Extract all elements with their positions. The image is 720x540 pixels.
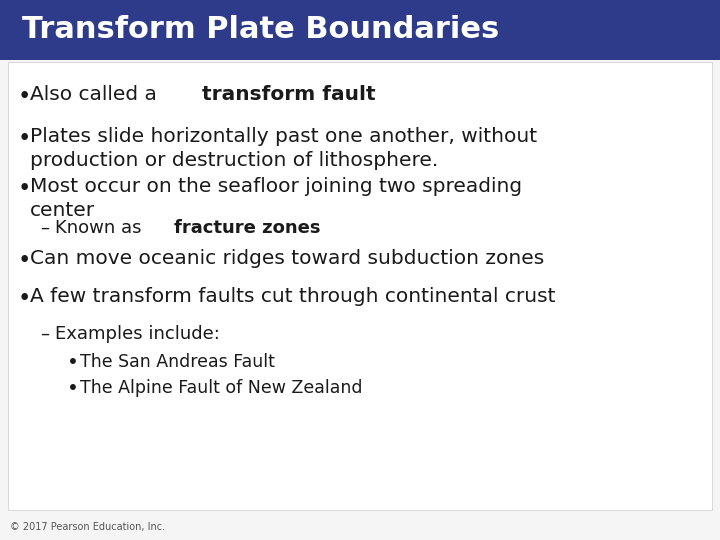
- Text: •: •: [18, 287, 32, 310]
- Text: –: –: [40, 219, 49, 237]
- Text: transform fault: transform fault: [202, 85, 376, 104]
- Text: Also called a: Also called a: [30, 85, 163, 104]
- Text: –: –: [40, 325, 49, 343]
- Text: •: •: [18, 85, 32, 108]
- Text: Known as: Known as: [55, 219, 148, 237]
- Text: •: •: [18, 249, 32, 272]
- Text: fracture zones: fracture zones: [174, 219, 320, 237]
- Text: Transform Plate Boundaries: Transform Plate Boundaries: [22, 16, 499, 44]
- FancyBboxPatch shape: [0, 0, 720, 60]
- Text: Most occur on the seafloor joining two spreading
center: Most occur on the seafloor joining two s…: [30, 177, 522, 219]
- Text: The Alpine Fault of New Zealand: The Alpine Fault of New Zealand: [80, 379, 362, 397]
- FancyBboxPatch shape: [8, 62, 712, 510]
- Text: Can move oceanic ridges toward subduction zones: Can move oceanic ridges toward subductio…: [30, 249, 544, 268]
- Text: The San Andreas Fault: The San Andreas Fault: [80, 353, 275, 371]
- Text: •: •: [18, 177, 32, 200]
- Text: •: •: [67, 353, 79, 372]
- Text: © 2017 Pearson Education, Inc.: © 2017 Pearson Education, Inc.: [10, 522, 165, 532]
- Text: •: •: [18, 127, 32, 150]
- Text: •: •: [67, 379, 79, 398]
- Text: Examples include:: Examples include:: [55, 325, 220, 343]
- Text: Plates slide horizontally past one another, without
production or destruction of: Plates slide horizontally past one anoth…: [30, 127, 537, 170]
- Text: A few transform faults cut through continental crust: A few transform faults cut through conti…: [30, 287, 556, 306]
